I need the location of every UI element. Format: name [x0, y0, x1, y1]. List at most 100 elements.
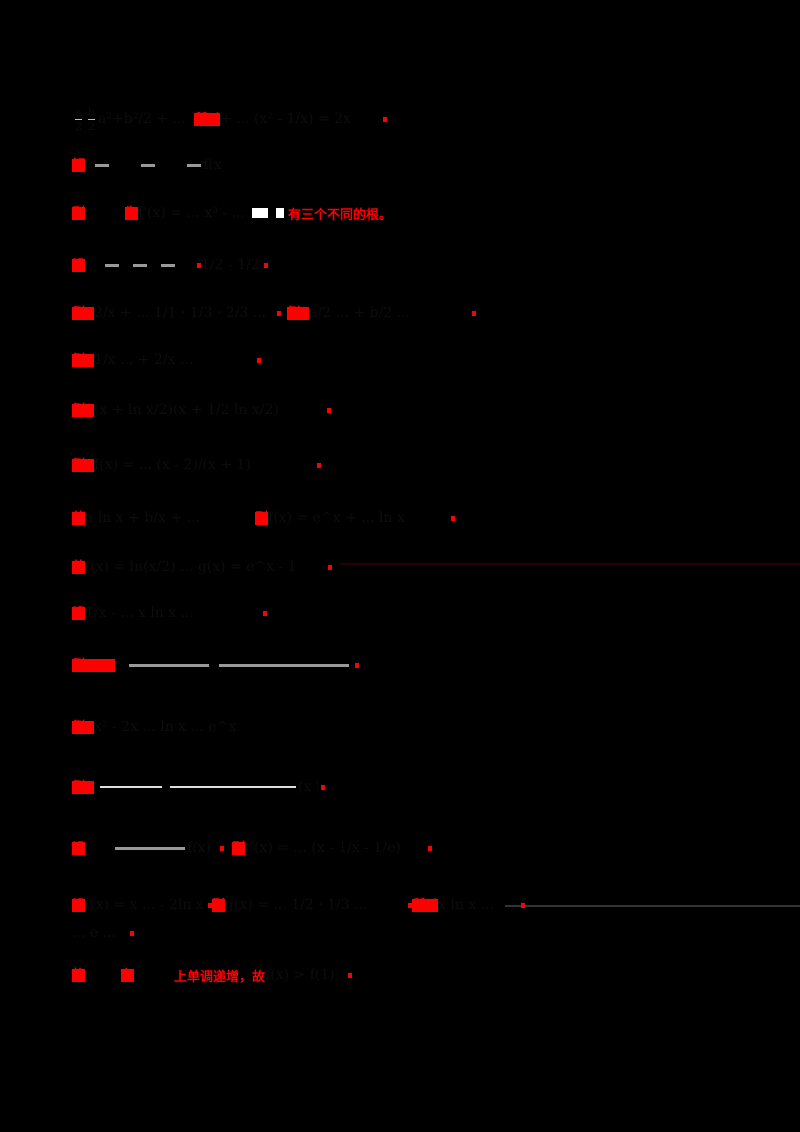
math-text: 1/2 - 1/2 + 1/3 · x ... = 0 [201, 257, 261, 273]
example-label: 例5 [72, 402, 95, 418]
fraction-bar [128, 663, 209, 667]
label: 解 [72, 157, 86, 173]
label: 设 [72, 840, 86, 856]
label: 若 [72, 559, 86, 575]
doc-line-8: 例6 f(x) = ... (x - 2)/(x + 1) [72, 450, 322, 480]
period-mark [264, 262, 269, 268]
period-mark [327, 407, 332, 413]
label-mid: 则 [255, 510, 269, 526]
period-mark [263, 610, 268, 616]
math-text: f(x) = e^x + ... ln x [268, 510, 405, 526]
math-text: + ... (x² - 1/x) = 2x [220, 111, 352, 127]
math-text: f(x) = ln(x/2) ... g(x) = e^x - 1 [85, 559, 297, 575]
highlight-text: 所以 [412, 897, 439, 913]
math-text: ... e ... [72, 925, 116, 941]
math-text: 1/x - ... x ln x ... [85, 605, 194, 621]
doc-line-4: 设 1/2 - 1/2 + 1/3 · x ... = 0 [72, 250, 269, 280]
doc-line-3: 则 为 f'(x) = ... x³ - ... 有三个不同的根。 [72, 198, 392, 228]
label: 设 [72, 257, 86, 273]
doc-line-13: 例8 x² - 2x ... ln x ... e^x [72, 712, 324, 742]
math-text: (x ln x - 2x)/x - (x² - 2x ln x)/(x - 1) [351, 657, 352, 673]
doc-line-17: ... e ... [72, 918, 134, 948]
period-mark [428, 845, 433, 851]
math-text: a ln x + b/x + ... [85, 510, 200, 526]
period-mark [317, 462, 322, 468]
math-text: (x + ln x/2)(x + 1/2 ln x/2) [94, 402, 279, 418]
fraction-bar [100, 786, 163, 788]
period-mark [383, 116, 388, 122]
period-mark [130, 930, 134, 936]
math-text: f(x) = (x² + 2 ln x)/x [187, 840, 217, 856]
separator-mark [197, 262, 202, 268]
math-text: a²+b²/2 + ... = a+b [98, 111, 188, 127]
period-mark [521, 902, 526, 908]
highlight-text: 上单调递增，故 [174, 969, 266, 985]
period-mark [348, 972, 353, 978]
math-text: a/2 ... + b/2 ... [309, 305, 410, 321]
math-text: f(x) = 1/2 · x² - 1/3 x³ [203, 157, 223, 173]
doc-line-10: 若 f(x) = ln(x/2) ... g(x) = e^x - 1 [72, 552, 333, 582]
doc-line-15: 设 f(x) = (x² + 2 ln x)/x 则 f'(x) = ... (… [72, 833, 433, 863]
example-label: 例7(1) [72, 657, 115, 673]
period-mark [220, 845, 225, 851]
math-text: 1/x ... + 2/x ... [94, 352, 194, 368]
doc-line-1: a2 b2 a²+b²/2 + ... = a+b 所以 + ... (x² -… [72, 104, 388, 134]
doc-line-12: 例7(1) (x ln x - 2x)/x - (x² - 2x ln x)/(… [72, 650, 359, 680]
period-mark [354, 662, 359, 668]
period-mark [321, 784, 326, 790]
example-label: 例6 [72, 457, 95, 473]
fraction-bar [115, 846, 186, 850]
separator-mark [408, 902, 413, 908]
fraction-bar [105, 263, 120, 267]
math-text: (x ln x - x)/2 · (x² - 2 ln x)/x [298, 779, 318, 795]
doc-line-9: 若 a ln x + b/x + ... 则 f(x) = e^x + ... … [72, 503, 456, 533]
fraction-bar [170, 786, 297, 788]
label-mid: 则 [212, 897, 226, 913]
example-label: 例9 [72, 779, 95, 795]
period-mark [328, 564, 333, 570]
doc-line-14: 例9 (x ln x - x)/2 · (x² - 2 ln x)/x [72, 772, 326, 802]
fraction-bar [95, 163, 110, 167]
fraction-bar [133, 263, 148, 267]
faint-rule [505, 905, 800, 907]
example-label: 例4 [72, 352, 95, 368]
period-mark [257, 357, 262, 363]
doc-line-16: 设 f(x) = x ... - 2ln x 则 g(x) = ... 1/2 … [72, 890, 526, 920]
label-mid: 则 [232, 840, 246, 856]
fraction-bar [218, 663, 349, 667]
math-text: g(x) = ... 1/2 · 1/3 ... [225, 897, 368, 913]
math-text: f(x) = ... (x - 2)/(x + 1) [94, 457, 251, 473]
doc-line-6: 例4 1/x ... + 2/x ... [72, 345, 262, 375]
fraction-bar [161, 263, 176, 267]
label-mid: 为 [125, 205, 139, 221]
math-text: f'(x) = ... (x - 1/x - 1/e) [245, 840, 401, 856]
doc-line-11: 设 1/x - ... x ln x ... [72, 598, 268, 628]
example-label: 例8 [72, 719, 95, 735]
period-mark [451, 515, 456, 521]
separator-mark [208, 902, 213, 908]
label: 则 [72, 205, 86, 221]
doc-line-2: 解 f(x) = 1/2 · x² - 1/3 x³ [72, 150, 223, 180]
example-label: 例3 [287, 305, 310, 321]
math-text: 2/x + ... 1/1 · 1/3 · 2/3 ... [94, 305, 267, 321]
period-mark [277, 310, 282, 316]
label: 设 [72, 605, 86, 621]
faint-rule [340, 563, 800, 565]
blank-box [276, 208, 285, 218]
doc-line-5: 例2 2/x + ... 1/1 · 1/3 · 2/3 ... 例3 a/2 … [72, 298, 477, 328]
highlight-text: 有三个不同的根。 [288, 207, 393, 223]
fraction-bar [141, 163, 156, 167]
doc-line-7: 例5 (x + ln x/2)(x + 1/2 ln x/2) [72, 395, 332, 425]
blank-box [252, 208, 269, 218]
math-text: f'(x) = ... x³ - ... [138, 205, 245, 221]
example-label: 例2 [72, 305, 95, 321]
label: 若 [72, 510, 86, 526]
math-text: f(x) = x ... - 2ln x [85, 897, 204, 913]
label: 故 [72, 967, 86, 983]
math-text: x ln x ... [438, 897, 495, 913]
math-text: x² - 2x ... ln x ... e^x [94, 719, 237, 735]
period-mark [472, 310, 477, 316]
math-text: f(x) > f(1) [265, 967, 335, 983]
